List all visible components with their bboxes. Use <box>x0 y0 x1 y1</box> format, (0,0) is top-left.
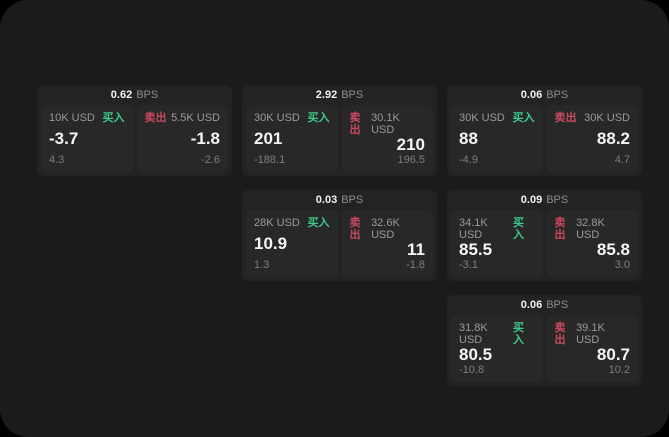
sell-size-label: 30K USD <box>584 112 630 124</box>
buy-price: 88 <box>459 129 478 148</box>
sell-delta: 3.0 <box>614 259 630 271</box>
quote-card: 2.92 BPS 30K USD 买入 201 -188.1 卖出 30.1K … <box>242 85 437 176</box>
sell-side-label: 卖出 <box>144 112 167 124</box>
spread-header: 0.03 BPS <box>242 190 437 210</box>
sell-size-label: 32.8K USD <box>576 217 605 241</box>
sell-delta: 4.7 <box>614 154 630 166</box>
buy-quote-tile[interactable]: 30K USD 买入 88 -4.9 <box>451 105 543 172</box>
spread-header: 0.09 BPS <box>447 190 642 210</box>
buy-size-label: 31.8K USD <box>459 322 488 346</box>
buy-side-label: 买入 <box>102 112 125 124</box>
spread-header: 2.92 BPS <box>242 85 437 105</box>
buy-delta: 4.3 <box>49 154 65 166</box>
sell-price: 85.8 <box>596 240 630 259</box>
sell-price: -1.8 <box>190 129 220 148</box>
sell-size-label: 30.1K USD <box>371 112 400 136</box>
spread-value: 0.06 <box>520 299 543 311</box>
spread-unit-label: BPS <box>341 89 364 101</box>
buy-size-label: 30K USD <box>254 112 300 124</box>
sell-delta: -1.8 <box>406 259 425 271</box>
buy-delta: -4.9 <box>459 154 478 166</box>
buy-side-label: 买入 <box>512 322 524 346</box>
spread-unit-label: BPS <box>546 194 569 206</box>
quote-card: 0.06 BPS 31.8K USD 买入 80.5 -10.8 卖出 39.1… <box>447 295 642 386</box>
buy-price: 80.5 <box>459 345 493 364</box>
buy-side-label: 买入 <box>512 217 524 241</box>
spread-header: 0.62 BPS <box>37 85 232 105</box>
buy-price: -3.7 <box>49 129 79 148</box>
sell-size-label: 5.5K USD <box>171 112 220 124</box>
spread-header: 0.06 BPS <box>447 295 642 315</box>
buy-delta: 1.3 <box>254 259 270 271</box>
sell-delta: -2.6 <box>201 154 220 166</box>
sell-side-label: 卖出 <box>554 217 566 241</box>
spread-unit-label: BPS <box>546 299 569 311</box>
buy-quote-tile[interactable]: 10K USD 买入 -3.7 4.3 <box>41 105 133 172</box>
sell-quote-tile[interactable]: 卖出 32.8K USD 85.8 3.0 <box>546 210 638 277</box>
buy-price: 10.9 <box>254 234 288 253</box>
sell-delta: 10.2 <box>608 364 630 376</box>
sell-side-label: 卖出 <box>349 217 361 241</box>
quote-card: 0.03 BPS 28K USD 买入 10.9 1.3 卖出 32.6K US… <box>242 190 437 281</box>
spread-value: 0.09 <box>520 194 543 206</box>
sell-quote-tile[interactable]: 卖出 30.1K USD 210 196.5 <box>341 105 433 172</box>
sell-price: 11 <box>407 240 425 259</box>
buy-quote-tile[interactable]: 34.1K USD 买入 85.5 -3.1 <box>451 210 543 277</box>
quote-card: 0.62 BPS 10K USD 买入 -3.7 4.3 卖出 5.5K USD… <box>37 85 232 176</box>
buy-size-label: 34.1K USD <box>459 217 488 241</box>
buy-quote-tile[interactable]: 28K USD 买入 10.9 1.3 <box>246 210 338 277</box>
buy-size-label: 30K USD <box>459 112 505 124</box>
buy-price: 85.5 <box>459 240 493 259</box>
sell-side-label: 卖出 <box>349 112 361 136</box>
spread-unit-label: BPS <box>546 89 569 101</box>
buy-delta: -10.8 <box>459 364 485 376</box>
buy-size-label: 28K USD <box>254 217 300 229</box>
spread-header: 0.06 BPS <box>447 85 642 105</box>
sell-quote-tile[interactable]: 卖出 39.1K USD 80.7 10.2 <box>546 315 638 382</box>
sell-delta: 196.5 <box>397 154 425 166</box>
spread-value: 2.92 <box>315 89 338 101</box>
buy-size-label: 10K USD <box>49 112 95 124</box>
sell-quote-tile[interactable]: 卖出 5.5K USD -1.8 -2.6 <box>136 105 228 172</box>
sell-price: 210 <box>396 135 425 154</box>
sell-quote-tile[interactable]: 卖出 30K USD 88.2 4.7 <box>546 105 638 172</box>
sell-side-label: 卖出 <box>554 322 566 346</box>
buy-side-label: 买入 <box>307 217 330 229</box>
spread-value: 0.06 <box>520 89 543 101</box>
sell-price: 80.7 <box>596 345 630 364</box>
quote-card: 0.09 BPS 34.1K USD 买入 85.5 -3.1 卖出 32.8K… <box>447 190 642 281</box>
spread-unit-label: BPS <box>136 89 159 101</box>
sell-size-label: 39.1K USD <box>576 322 605 346</box>
sell-quote-tile[interactable]: 卖出 32.6K USD 11 -1.8 <box>341 210 433 277</box>
buy-quote-tile[interactable]: 30K USD 买入 201 -188.1 <box>246 105 338 172</box>
buy-price: 201 <box>254 129 283 148</box>
quote-card: 0.06 BPS 30K USD 买入 88 -4.9 卖出 30K USD 8… <box>447 85 642 176</box>
sell-side-label: 卖出 <box>554 112 577 124</box>
spread-value: 0.03 <box>315 194 338 206</box>
spread-value: 0.62 <box>110 89 133 101</box>
buy-side-label: 买入 <box>307 112 330 124</box>
buy-side-label: 买入 <box>512 112 535 124</box>
buy-delta: -188.1 <box>254 154 286 166</box>
sell-price: 88.2 <box>596 129 630 148</box>
buy-quote-tile[interactable]: 31.8K USD 买入 80.5 -10.8 <box>451 315 543 382</box>
buy-delta: -3.1 <box>459 259 478 271</box>
spread-unit-label: BPS <box>341 194 364 206</box>
sell-size-label: 32.6K USD <box>371 217 400 241</box>
